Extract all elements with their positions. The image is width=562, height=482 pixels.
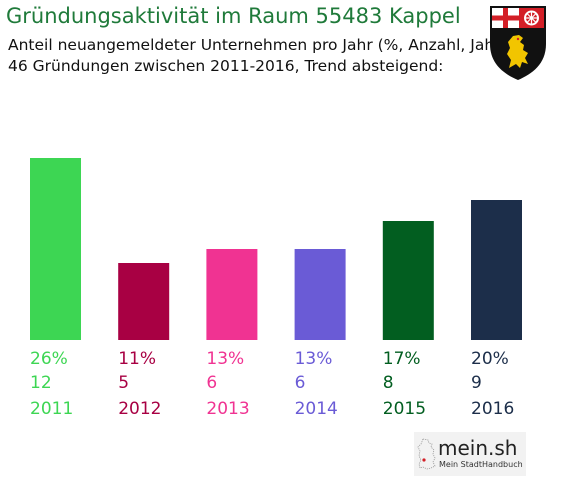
- count-label-2016: 9: [471, 373, 482, 393]
- bar-2015: [382, 221, 434, 340]
- value-label-2011: 26%: [30, 349, 68, 369]
- tick-label-2013: 2013: [206, 399, 249, 419]
- count-label-2014: 6: [295, 373, 306, 393]
- tick-label-2015: 2015: [383, 399, 426, 419]
- tick-label-2014: 2014: [295, 399, 338, 419]
- value-label-2016: 20%: [471, 349, 509, 369]
- bar-2012: [118, 263, 170, 340]
- logo-wordmark: mein.sh: [438, 436, 518, 460]
- count-label-2015: 8: [383, 373, 394, 393]
- chart-title: Gründungsaktivität im Raum 55483 Kappel: [6, 4, 461, 28]
- value-label-2014: 13%: [295, 349, 333, 369]
- tick-label-2012: 2012: [118, 399, 161, 419]
- mein-sh-logo[interactable]: mein.sh Mein StadtHandbuch: [414, 432, 526, 476]
- count-label-2013: 6: [206, 373, 217, 393]
- count-label-2011: 12: [30, 373, 52, 393]
- count-label-2012: 5: [118, 373, 129, 393]
- bar-2011: [30, 158, 81, 340]
- coat-of-arms-rheinland-pfalz-icon: [490, 6, 546, 80]
- chart-subtitle: Anteil neuangemeldeter Unternehmen pro J…: [8, 36, 507, 54]
- tick-label-2016: 2016: [471, 399, 514, 419]
- bar-2014: [294, 249, 346, 340]
- value-label-2015: 17%: [383, 349, 421, 369]
- bar-2016: [471, 200, 522, 340]
- value-label-2013: 13%: [206, 349, 244, 369]
- tick-label-2011: 2011: [30, 399, 73, 419]
- germany-map-icon: [417, 438, 436, 470]
- chart-summary: 46 Gründungen zwischen 2011-2016, Trend …: [8, 57, 444, 75]
- bar-2013: [206, 249, 258, 340]
- value-label-2012: 11%: [118, 349, 156, 369]
- logo-tagline: Mein StadtHandbuch: [439, 460, 523, 469]
